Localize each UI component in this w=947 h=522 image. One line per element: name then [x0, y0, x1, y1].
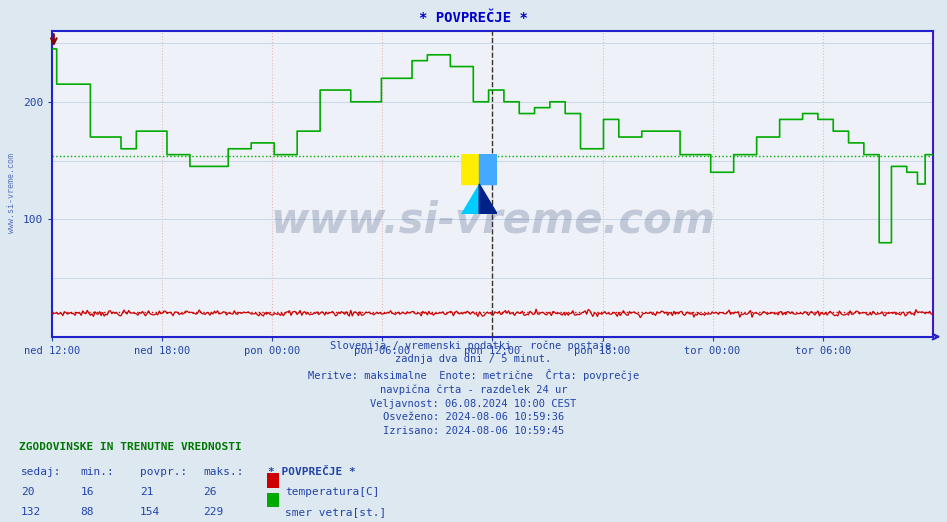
- Text: 229: 229: [204, 507, 223, 517]
- Text: maks.:: maks.:: [204, 467, 244, 477]
- Text: 16: 16: [80, 487, 94, 497]
- Text: www.si-vreme.com: www.si-vreme.com: [7, 153, 16, 233]
- Text: 154: 154: [140, 507, 160, 517]
- Text: temperatura[C]: temperatura[C]: [285, 487, 380, 497]
- Text: 132: 132: [21, 507, 41, 517]
- Text: sedaj:: sedaj:: [21, 467, 62, 477]
- Text: * POVPREČJE *: * POVPREČJE *: [268, 467, 356, 477]
- Text: www.si-vreme.com: www.si-vreme.com: [270, 199, 715, 242]
- Text: min.:: min.:: [80, 467, 115, 477]
- Text: 21: 21: [140, 487, 153, 497]
- Text: ZGODOVINSKE IN TRENUTNE VREDNOSTI: ZGODOVINSKE IN TRENUTNE VREDNOSTI: [19, 442, 241, 452]
- Text: 20: 20: [21, 487, 34, 497]
- Bar: [461, 154, 479, 184]
- Bar: [479, 154, 497, 184]
- Polygon shape: [461, 184, 479, 214]
- Text: 26: 26: [204, 487, 217, 497]
- Text: smer vetra[st.]: smer vetra[st.]: [285, 507, 386, 517]
- Text: * POVPREČJE *: * POVPREČJE *: [420, 11, 527, 26]
- Text: Slovenija / vremenski podatki - ročne postaje.
zadnja dva dni / 5 minut.
Meritve: Slovenija / vremenski podatki - ročne po…: [308, 340, 639, 436]
- Text: povpr.:: povpr.:: [140, 467, 188, 477]
- Polygon shape: [479, 184, 497, 214]
- Text: 88: 88: [80, 507, 94, 517]
